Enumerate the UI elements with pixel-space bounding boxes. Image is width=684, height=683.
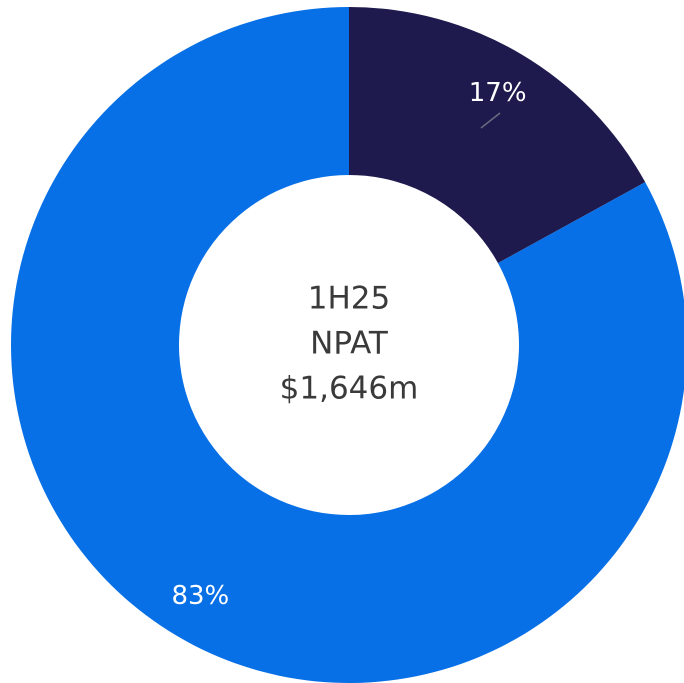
center-label: 1H25 xyxy=(308,281,390,317)
donut-slice xyxy=(349,7,646,264)
leader-line xyxy=(480,112,501,129)
center-label: NPAT xyxy=(310,326,389,362)
slice-label: 17% xyxy=(469,78,527,108)
donut-slice xyxy=(11,7,684,683)
slice-label: 83% xyxy=(171,581,229,611)
center-label: $1,646m xyxy=(280,371,419,407)
